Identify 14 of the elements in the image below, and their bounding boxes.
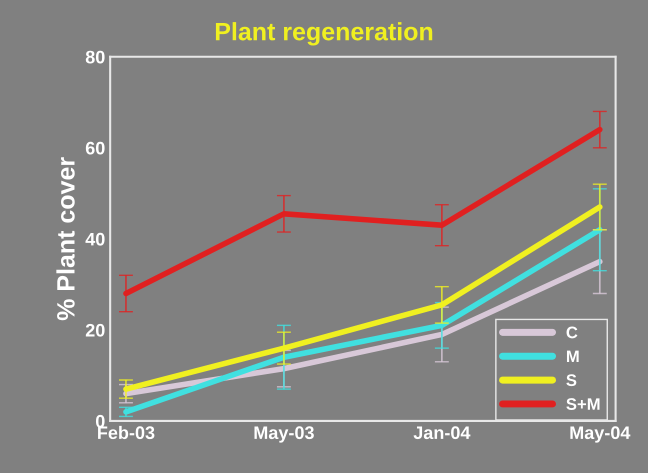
x-tick-label: May-04	[570, 426, 630, 443]
legend-label: S	[566, 374, 576, 386]
legend-label: S+M	[566, 398, 600, 410]
legend-label: M	[566, 350, 579, 362]
chart-title: Plant regeneration	[216, 22, 432, 46]
y-tick-label: 40	[85, 232, 105, 246]
y-tick-label: 60	[86, 142, 105, 155]
legend-label: C	[566, 326, 578, 338]
x-tick-label: May-03	[254, 426, 314, 443]
y-tick-label: 20	[86, 324, 105, 337]
x-tick-label: Jan-04	[414, 426, 470, 440]
x-tick-label: Feb-03	[98, 426, 154, 440]
y-axis-title: % Plant cover	[56, 157, 75, 320]
y-tick-label: 80	[86, 50, 105, 64]
